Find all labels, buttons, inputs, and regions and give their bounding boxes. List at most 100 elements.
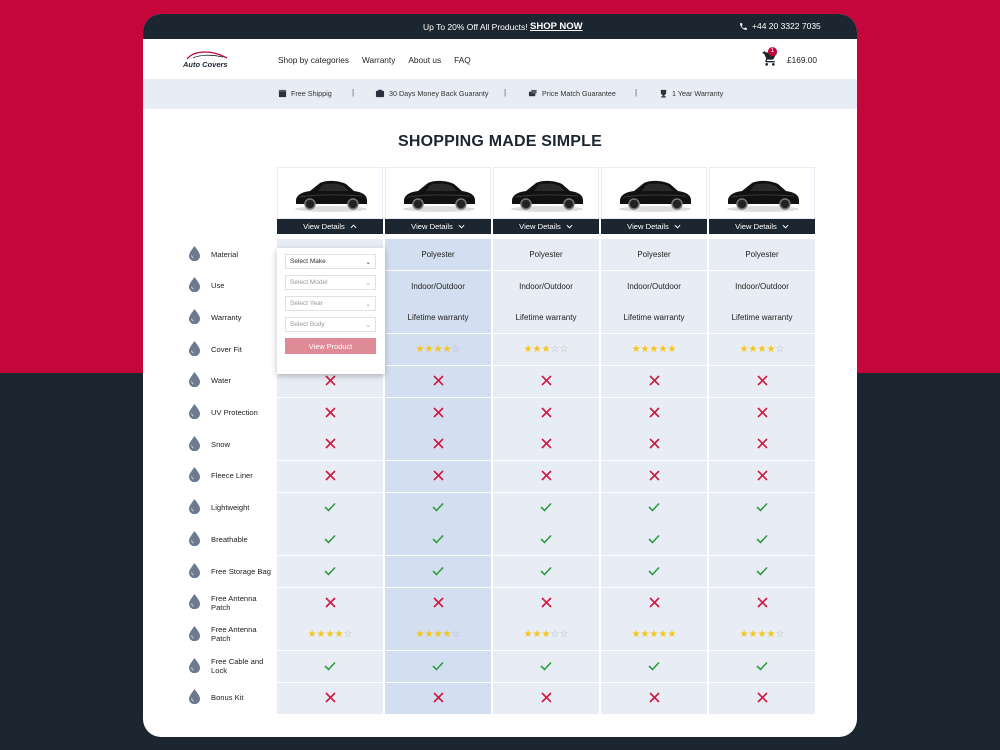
promo-text: Up To 20% Off All Products!: [423, 22, 528, 32]
comparison-cell: Lifetime warranty: [709, 302, 815, 334]
check-icon: [432, 502, 444, 514]
comparison-cell: [709, 460, 815, 492]
comparison-cell: Indoor/Outdoor: [709, 270, 815, 302]
select-make[interactable]: Select Make ⌄: [285, 254, 376, 269]
nav-link-shop-by-categories[interactable]: Shop by categories: [278, 55, 350, 65]
check-icon: [648, 566, 660, 578]
comparison-cell: [277, 397, 383, 429]
chevron-down-icon: [782, 222, 789, 231]
nav-link-faq[interactable]: FAQ: [454, 55, 471, 65]
comparison-cell: [601, 397, 707, 429]
cross-icon: [648, 375, 660, 388]
star-rating: ★★★★☆: [415, 629, 461, 641]
select-model[interactable]: Select Model ⌄: [285, 275, 376, 290]
comparison-cell: ★★★☆☆: [493, 619, 599, 651]
check-icon: [756, 566, 768, 578]
feature-row-label: Lightweight: [183, 492, 277, 524]
check-icon: [540, 502, 552, 514]
water-drop-icon: [189, 562, 203, 580]
view-product-button[interactable]: View Product: [285, 338, 376, 354]
water-drop-icon: [189, 435, 203, 453]
cross-icon: [324, 438, 336, 451]
view-details-button[interactable]: View Details: [601, 219, 707, 234]
water-drop-icon: [189, 594, 203, 611]
comparison-cell: [385, 460, 491, 492]
view-details-button[interactable]: View Details: [385, 219, 491, 234]
car-cover-image: [295, 180, 367, 212]
comparison-cell: ★★★★★: [601, 619, 707, 651]
comparison-cell: [709, 682, 815, 714]
nav-links: Shop by categories Warranty About us FAQ: [278, 55, 471, 65]
comparison-cell: [385, 492, 491, 524]
comparison-cell: [277, 429, 383, 461]
check-icon: [432, 566, 444, 578]
select-label: Select Make: [290, 258, 326, 265]
benefit-free-shipping: Free Shippig: [278, 89, 332, 98]
comparison-cell: [493, 524, 599, 556]
comparison-cell: Polyester: [709, 239, 815, 270]
feature-row-label: Water: [183, 365, 277, 397]
product-card[interactable]: [277, 167, 383, 219]
feature-label: Cover Fit: [211, 344, 242, 354]
comparison-cell: [601, 524, 707, 556]
shop-now-link[interactable]: SHOP NOW: [530, 21, 583, 32]
product-card[interactable]: [493, 167, 599, 219]
check-icon: [648, 534, 660, 546]
comparison-cell: [601, 429, 707, 461]
product-card[interactable]: [709, 167, 815, 219]
nav-link-warranty[interactable]: Warranty: [362, 55, 396, 65]
logo[interactable]: Auto Covers: [183, 48, 233, 70]
comparison-cell: [709, 556, 815, 587]
feature-row-label: Material: [183, 239, 277, 270]
comparison-cell: [493, 365, 599, 397]
nav-link-about-us[interactable]: About us: [408, 55, 442, 65]
comparison-cell: [493, 682, 599, 714]
benefit-label: Free Shippig: [291, 89, 332, 98]
water-drop-icon: [189, 467, 203, 484]
check-icon: [756, 502, 768, 514]
cross-icon: [324, 692, 336, 705]
car-cover-image: [727, 180, 799, 212]
feature-row-label: Free Cable and Lock: [183, 651, 277, 683]
phone-contact[interactable]: +44 20 3322 7035: [739, 21, 821, 31]
comparison-cell: [385, 556, 491, 587]
comparison-cell: [277, 651, 383, 683]
feature-label: Free Storage Bag: [211, 566, 271, 576]
view-details-label: View Details: [627, 222, 669, 231]
view-details-button[interactable]: View Details: [709, 219, 815, 234]
water-drop-icon: [189, 372, 203, 389]
cross-icon: [540, 438, 552, 451]
feature-label: Breathable: [211, 534, 248, 544]
select-body[interactable]: Select Body ⌄: [285, 317, 376, 332]
water-drop-icon: [189, 689, 203, 706]
chevron-down-icon: [674, 222, 681, 231]
cross-icon: [648, 470, 660, 483]
star-rating: ★★★☆☆: [523, 344, 569, 356]
check-icon: [540, 661, 552, 673]
main-nav: Auto Covers Shop by categories Warranty …: [143, 39, 857, 79]
select-year[interactable]: Select Year ⌄: [285, 296, 376, 311]
comparison-cell: [493, 556, 599, 587]
cross-icon: [756, 438, 768, 451]
water-drop-icon: [189, 404, 203, 421]
comparison-cell: [709, 397, 815, 429]
view-details-button[interactable]: View Details: [277, 219, 383, 234]
feature-row-label: Free Storage Bag: [183, 556, 277, 587]
view-details-button[interactable]: View Details: [493, 219, 599, 234]
comparison-cell: [493, 460, 599, 492]
cross-icon: [648, 692, 660, 705]
feature-label: Bonus Kit: [211, 693, 244, 703]
water-drop-icon: [189, 499, 203, 516]
cross-icon: [432, 597, 444, 610]
comparison-cell: ★★★★★: [601, 334, 707, 366]
comparison-cell: [385, 524, 491, 556]
product-card[interactable]: [601, 167, 707, 219]
feature-label: Warranty: [211, 312, 242, 322]
star-rating: ★★★★☆: [739, 629, 785, 641]
feature-row-label: Bonus Kit: [183, 682, 277, 714]
cross-icon: [756, 692, 768, 705]
product-card[interactable]: [385, 167, 491, 219]
comparison-cell: ★★★★☆: [277, 619, 383, 651]
phone-icon: [740, 22, 747, 30]
comparison-cell: [601, 651, 707, 683]
